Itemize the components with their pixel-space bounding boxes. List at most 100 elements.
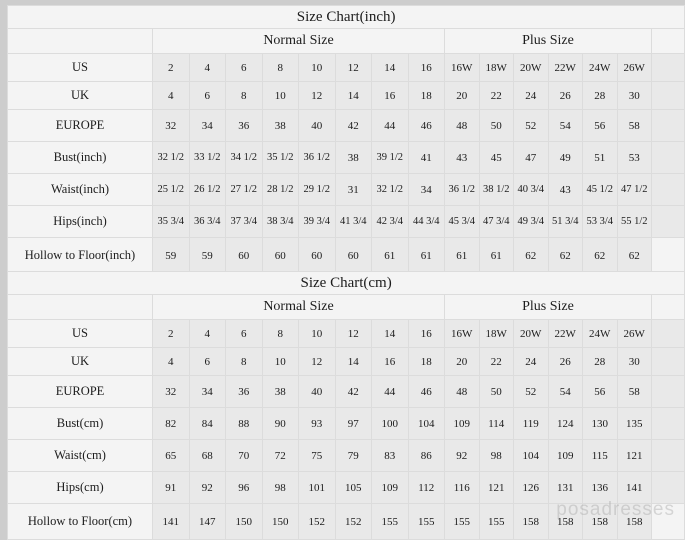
data-cell: 82 <box>152 407 190 440</box>
table-row: Waist(cm) 65 68 70 72 75 79 83 86 92 98 104 109 115 12… <box>7 439 685 472</box>
table-row: UK 4 6 8 10 12 14 16 18 20 22 24 26 28 30 <box>7 81 685 110</box>
data-cell: 135 <box>616 407 652 440</box>
data-cell: 62 <box>582 237 618 274</box>
data-cell: 20W <box>513 53 549 82</box>
row-label: US <box>7 319 153 348</box>
data-cell: 34 <box>188 109 226 142</box>
data-cell: 10 <box>261 81 299 110</box>
data-cell: 61 <box>444 237 480 274</box>
data-cell: 36 <box>225 375 263 408</box>
data-cell: 18 <box>407 81 445 110</box>
data-cell: 109 <box>444 407 480 440</box>
data-cell: 59 <box>152 237 190 274</box>
data-cell: 59 <box>188 237 226 274</box>
data-cell: 22 <box>478 81 514 110</box>
row-filler-cell <box>650 471 685 504</box>
data-cell: 158 <box>513 503 549 540</box>
data-cell: 38 1/2 <box>478 173 514 206</box>
data-cell: 6 <box>188 81 226 110</box>
data-cell: 92 <box>444 439 480 472</box>
data-cell: 104 <box>407 407 445 440</box>
row-label: Hollow to Floor(cm) <box>7 503 153 540</box>
data-cell: 26W <box>616 319 652 348</box>
chart-title: Size Chart(inch) <box>6 5 685 29</box>
data-cell: 16W <box>444 319 480 348</box>
data-cell: 50 <box>478 375 514 408</box>
size-chart-inch: Size Chart(inch) Normal Size Plus Size US 2 4… <box>6 5 685 274</box>
data-cell: 32 1/2 <box>371 173 409 206</box>
data-cell: 83 <box>371 439 409 472</box>
data-cell: 62 <box>513 237 549 274</box>
data-cell: 56 <box>582 109 618 142</box>
data-cell: 45 3/4 <box>444 205 480 238</box>
data-cell: 100 <box>371 407 409 440</box>
data-cell: 40 <box>298 109 336 142</box>
data-cell: 75 <box>298 439 336 472</box>
data-cell: 130 <box>582 407 618 440</box>
row-label: UK <box>7 81 153 110</box>
data-cell: 33 1/2 <box>188 141 226 174</box>
data-cell: 8 <box>225 347 263 376</box>
size-chart-page: Size Chart(inch) Normal Size Plus Size US 2 4… <box>6 5 685 540</box>
data-cell: 36 1/2 <box>298 141 336 174</box>
row-filler-cell <box>650 81 685 110</box>
group-header-row: Normal Size Plus Size <box>7 294 685 320</box>
data-cell: 24W <box>582 319 618 348</box>
data-cell: 90 <box>261 407 299 440</box>
data-cell: 37 3/4 <box>225 205 263 238</box>
data-cell: 30 <box>616 347 652 376</box>
row-label: Waist(inch) <box>7 173 153 206</box>
data-cell: 36 1/2 <box>444 173 480 206</box>
data-cell: 105 <box>334 471 372 504</box>
data-cell: 28 <box>582 81 618 110</box>
row-label: Waist(cm) <box>7 439 153 472</box>
data-cell: 27 1/2 <box>225 173 263 206</box>
data-cell: 4 <box>152 347 190 376</box>
data-cell: 141 <box>616 471 652 504</box>
data-cell: 46 <box>407 109 445 142</box>
size-chart-table: Size Chart(inch) Normal Size Plus Size US 2 4… <box>6 5 685 274</box>
row-filler-cell <box>650 173 685 206</box>
data-cell: 98 <box>478 439 514 472</box>
data-cell: 39 3/4 <box>298 205 336 238</box>
data-cell: 150 <box>225 503 263 540</box>
row-filler-cell <box>650 375 685 408</box>
data-cell: 40 3/4 <box>513 173 549 206</box>
data-cell: 24 <box>513 81 549 110</box>
data-cell: 60 <box>298 237 336 274</box>
data-cell: 131 <box>547 471 583 504</box>
data-cell: 43 <box>547 173 583 206</box>
row-label: Hollow to Floor(inch) <box>7 237 153 274</box>
row-label: Hips(cm) <box>7 471 153 504</box>
data-cell: 31 <box>334 173 372 206</box>
data-cell: 60 <box>261 237 299 274</box>
data-cell: 96 <box>225 471 263 504</box>
data-cell: 61 <box>371 237 409 274</box>
table-row: EUROPE 32 34 36 38 40 42 44 46 48 50 52 54 56 58 <box>7 375 685 408</box>
data-cell: 121 <box>478 471 514 504</box>
data-cell: 136 <box>582 471 618 504</box>
data-cell: 48 <box>444 109 480 142</box>
data-cell: 22 <box>478 347 514 376</box>
data-cell: 48 <box>444 375 480 408</box>
data-cell: 70 <box>225 439 263 472</box>
data-cell: 46 <box>407 375 445 408</box>
data-cell: 10 <box>261 347 299 376</box>
data-cell: 53 <box>616 141 652 174</box>
data-cell: 152 <box>334 503 372 540</box>
table-row: Bust(cm) 82 84 88 90 93 97 100 104 109 114 119 124 13… <box>7 407 685 440</box>
data-cell: 26 <box>547 347 583 376</box>
data-cell: 10 <box>298 319 336 348</box>
data-cell: 155 <box>444 503 480 540</box>
data-cell: 4 <box>152 81 190 110</box>
data-cell: 14 <box>371 53 409 82</box>
data-cell: 8 <box>261 319 299 348</box>
data-cell: 24W <box>582 53 618 82</box>
data-cell: 98 <box>261 471 299 504</box>
row-label: Bust(inch) <box>7 141 153 174</box>
data-cell: 25 1/2 <box>152 173 190 206</box>
data-cell: 32 <box>152 375 190 408</box>
group-header-normal-size: Normal Size <box>152 294 445 320</box>
data-cell: 61 <box>407 237 445 274</box>
size-chart-table: Size Chart(cm) Normal Size Plus Size US 2 4 6 8… <box>6 271 685 540</box>
